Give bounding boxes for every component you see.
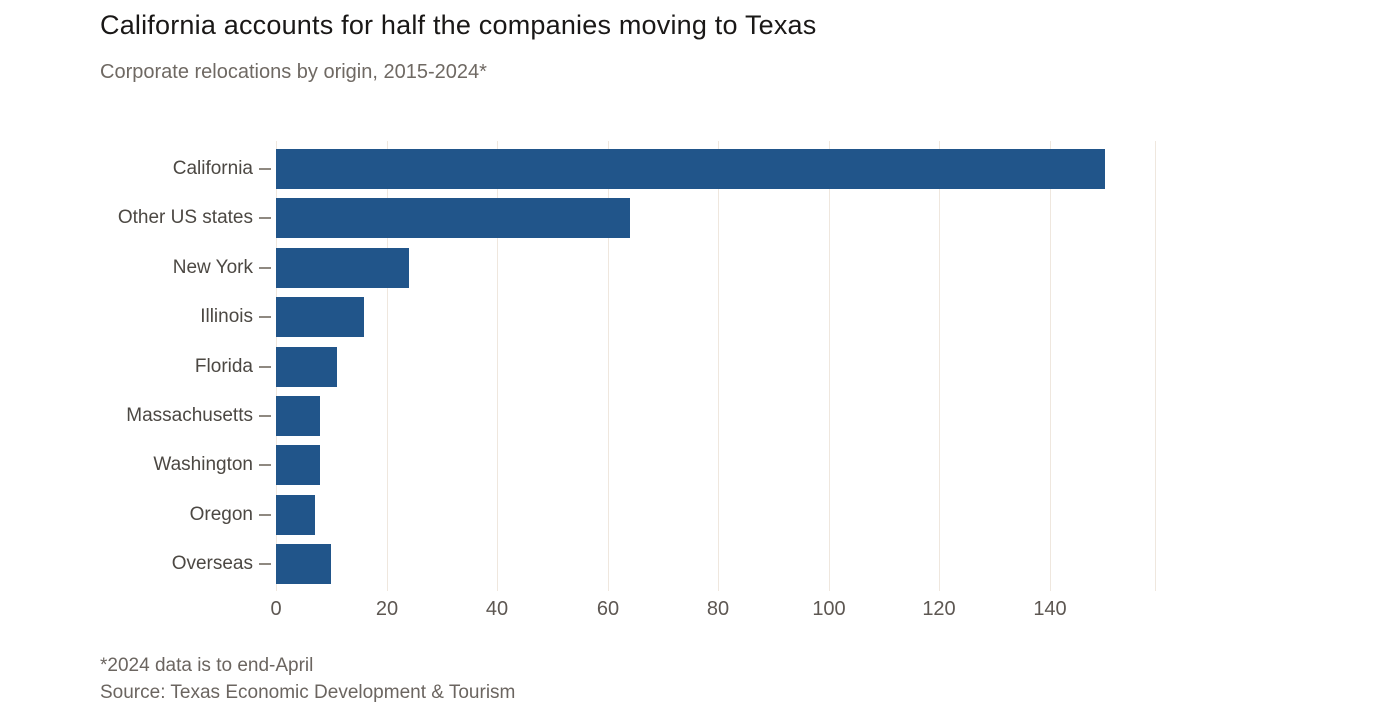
bar-oregon bbox=[276, 495, 315, 535]
category-tick-other-us-states bbox=[259, 217, 271, 219]
x-tick-label-80: 80 bbox=[706, 598, 730, 620]
chart-source: Source: Texas Economic Development & Tou… bbox=[100, 682, 516, 703]
gridline-100 bbox=[829, 141, 830, 591]
bar-other-us-states bbox=[276, 198, 630, 238]
category-label-florida: Florida bbox=[194, 356, 253, 377]
category-label-washington: Washington bbox=[153, 454, 253, 475]
gridline-60 bbox=[608, 141, 609, 591]
category-tick-new-york bbox=[259, 267, 271, 269]
chart-footnote: *2024 data is to end-April bbox=[100, 655, 314, 676]
category-label-oregon: Oregon bbox=[189, 504, 253, 525]
gridline-80 bbox=[718, 141, 719, 591]
gridline-40 bbox=[497, 141, 498, 591]
x-tick-label-0: 0 bbox=[270, 598, 282, 620]
category-tick-illinois bbox=[259, 316, 271, 318]
category-tick-overseas bbox=[259, 563, 271, 565]
gridline-120 bbox=[939, 141, 940, 591]
x-tick-label-20: 20 bbox=[375, 598, 399, 620]
category-label-illinois: Illinois bbox=[200, 306, 253, 327]
category-label-massachusetts: Massachusetts bbox=[126, 405, 253, 426]
category-tick-california bbox=[259, 168, 271, 170]
category-label-new-york: New York bbox=[172, 257, 253, 278]
bar-illinois bbox=[276, 297, 364, 337]
x-tick-label-120: 120 bbox=[922, 598, 956, 620]
category-tick-massachusetts bbox=[259, 415, 271, 417]
x-tick-label-60: 60 bbox=[596, 598, 620, 620]
bar-new-york bbox=[276, 248, 409, 288]
category-tick-florida bbox=[259, 366, 271, 368]
bar-washington bbox=[276, 445, 320, 485]
x-tick-label-40: 40 bbox=[485, 598, 509, 620]
gridline-140 bbox=[1050, 141, 1051, 591]
chart-subtitle: Corporate relocations by origin, 2015-20… bbox=[100, 61, 487, 83]
category-label-california: California bbox=[172, 158, 253, 179]
gridline-20 bbox=[387, 141, 388, 591]
category-tick-oregon bbox=[259, 514, 271, 516]
plot-right-edge-line bbox=[1155, 141, 1156, 591]
bar-overseas bbox=[276, 544, 331, 584]
x-tick-label-100: 100 bbox=[812, 598, 846, 620]
category-tick-washington bbox=[259, 464, 271, 466]
chart-title: California accounts for half the compani… bbox=[100, 10, 817, 40]
bar-florida bbox=[276, 347, 337, 387]
bar-california bbox=[276, 149, 1105, 189]
category-label-other-us-states: Other US states bbox=[117, 207, 253, 228]
plot-area bbox=[276, 141, 1156, 591]
bar-massachusetts bbox=[276, 396, 320, 436]
x-tick-label-140: 140 bbox=[1033, 598, 1067, 620]
category-label-overseas: Overseas bbox=[171, 553, 253, 574]
